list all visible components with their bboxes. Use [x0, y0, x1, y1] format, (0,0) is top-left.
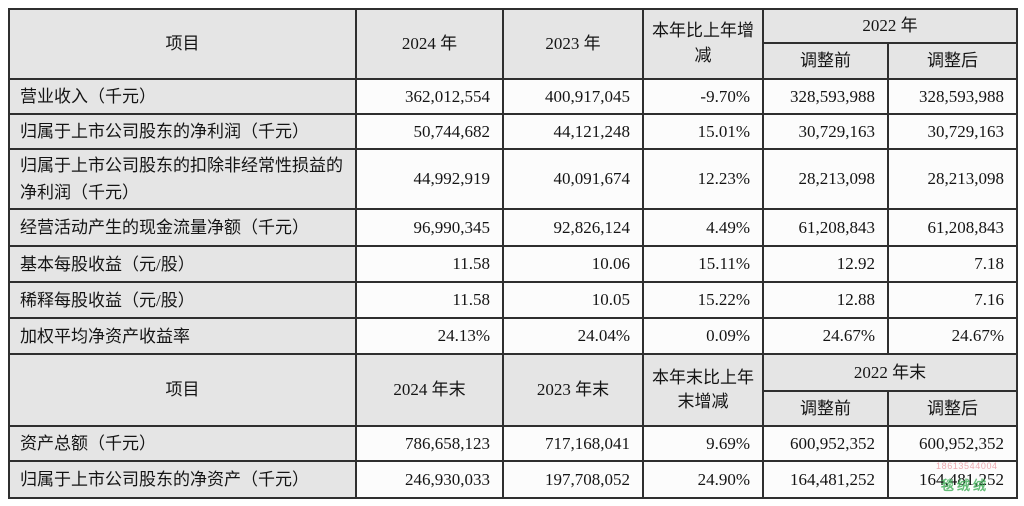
- row-label: 经营活动产生的现金流量净额（千元）: [8, 208, 357, 248]
- s1-header-row-2: 调整前 调整后: [9, 42, 1018, 80]
- s1-header-2022: 2022 年: [762, 8, 1018, 44]
- cell-2024: 96,990,345: [355, 208, 504, 248]
- row-label: 营业收入（千元）: [8, 78, 357, 115]
- cell-2022-after: 7.18: [887, 245, 1018, 284]
- cell-2022-after: 7.16: [887, 281, 1018, 320]
- cell-2022-before: 24.67%: [762, 317, 889, 356]
- cell-2023: 400,917,045: [502, 78, 644, 115]
- cell-change: 12.23%: [642, 147, 764, 211]
- cell-2022-before: 28,213,098: [762, 147, 889, 211]
- cell-2022-after: 24.67%: [887, 317, 1018, 356]
- cell-2022-after: 30,729,163: [887, 113, 1018, 150]
- row-label: 基本每股收益（元/股）: [8, 245, 357, 284]
- cell-change: 15.01%: [642, 113, 764, 150]
- table-row: 加权平均净资产收益率 24.13% 24.04% 0.09% 24.67% 24…: [8, 317, 1018, 356]
- cell-change: 24.90%: [642, 460, 764, 500]
- s2-header-item: 项目: [8, 353, 357, 428]
- table-row: 营业收入（千元） 362,012,554 400,917,045 -9.70% …: [8, 78, 1018, 115]
- cell-change: 0.09%: [642, 317, 764, 356]
- s2-header-row-2: 调整前 调整后: [9, 390, 1018, 428]
- s1-header-2024: 2024 年: [355, 8, 504, 80]
- cell-2023: 10.05: [502, 281, 644, 320]
- cell-2024: 11.58: [355, 245, 504, 284]
- cell-2023: 10.06: [502, 245, 644, 284]
- cell-change: -9.70%: [642, 78, 764, 115]
- cell-2024: 44,992,919: [355, 147, 504, 211]
- cell-2022-before: 12.88: [762, 281, 889, 320]
- cell-2022-before: 30,729,163: [762, 113, 889, 150]
- s1-header-item: 项目: [8, 8, 357, 80]
- s1-header-2023: 2023 年: [502, 8, 644, 80]
- cell-2022-before: 600,952,352: [762, 425, 889, 463]
- cell-2022-after: 28,213,098: [887, 147, 1018, 211]
- cell-2024: 11.58: [355, 281, 504, 320]
- table-row: 基本每股收益（元/股） 11.58 10.06 15.11% 12.92 7.1…: [8, 245, 1018, 284]
- table-row: 稀释每股收益（元/股） 11.58 10.05 15.22% 12.88 7.1…: [8, 281, 1018, 320]
- s2-header-change: 本年末比上年末增减: [642, 353, 764, 428]
- cell-change: 15.11%: [642, 245, 764, 284]
- table-row: 归属于上市公司股东的扣除非经常性损益的净利润（千元） 44,992,919 40…: [8, 147, 1018, 211]
- s2-header-after-adjust: 调整后: [887, 390, 1018, 428]
- cell-2022-before: 328,593,988: [762, 78, 889, 115]
- cell-2022-before: 12.92: [762, 245, 889, 284]
- row-label: 资产总额（千元）: [8, 425, 357, 463]
- row-label: 归属于上市公司股东的净资产（千元）: [8, 460, 357, 500]
- cell-2023: 92,826,124: [502, 208, 644, 248]
- s2-header-2023: 2023 年末: [502, 353, 644, 428]
- cell-change: 9.69%: [642, 425, 764, 463]
- cell-2022-before: 164,481,252: [762, 460, 889, 500]
- cell-2023: 40,091,674: [502, 147, 644, 211]
- table-row: 归属于上市公司股东的净资产（千元） 246,930,033 197,708,05…: [8, 460, 1018, 500]
- table-row: 经营活动产生的现金流量净额（千元） 96,990,345 92,826,124 …: [8, 208, 1018, 248]
- table-row: 归属于上市公司股东的净利润（千元） 50,744,682 44,121,248 …: [8, 113, 1018, 150]
- s2-header-2022: 2022 年末: [762, 353, 1018, 393]
- cell-2023: 197,708,052: [502, 460, 644, 500]
- cell-2024: 246,930,033: [355, 460, 504, 500]
- cell-2024: 362,012,554: [355, 78, 504, 115]
- row-label: 归属于上市公司股东的净利润（千元）: [8, 113, 357, 150]
- row-label: 稀释每股收益（元/股）: [8, 281, 357, 320]
- cell-2024: 24.13%: [355, 317, 504, 356]
- s1-header-row-1: 项目 2024 年 2023 年 本年比上年增减 2022 年: [8, 8, 1018, 80]
- cell-2022-after: 600,952,352: [887, 425, 1018, 463]
- cell-2023: 24.04%: [502, 317, 644, 356]
- cell-2023: 717,168,041: [502, 425, 644, 463]
- cell-2022-after: 61,208,843: [887, 208, 1018, 248]
- row-label: 归属于上市公司股东的扣除非经常性损益的净利润（千元）: [8, 147, 357, 211]
- cell-change: 4.49%: [642, 208, 764, 248]
- s1-header-before-adjust: 调整前: [762, 42, 889, 80]
- cell-2022-after: 164,481,252: [887, 460, 1018, 500]
- s2-header-row-1: 项目 2024 年末 2023 年末 本年末比上年末增减 2022 年末: [8, 353, 1018, 428]
- cell-2024: 786,658,123: [355, 425, 504, 463]
- s2-header-before-adjust: 调整前: [762, 390, 889, 428]
- financial-summary-table: 项目 2024 年 2023 年 本年比上年增减 2022 年 调整前 调整后 …: [8, 8, 1018, 500]
- s2-header-2024: 2024 年末: [355, 353, 504, 428]
- cell-2022-after: 328,593,988: [887, 78, 1018, 115]
- row-label: 加权平均净资产收益率: [8, 317, 357, 356]
- cell-2024: 50,744,682: [355, 113, 504, 150]
- s1-header-change: 本年比上年增减: [642, 8, 764, 80]
- cell-change: 15.22%: [642, 281, 764, 320]
- cell-2023: 44,121,248: [502, 113, 644, 150]
- cell-2022-before: 61,208,843: [762, 208, 889, 248]
- s1-header-after-adjust: 调整后: [887, 42, 1018, 80]
- table-row: 资产总额（千元） 786,658,123 717,168,041 9.69% 6…: [8, 425, 1018, 463]
